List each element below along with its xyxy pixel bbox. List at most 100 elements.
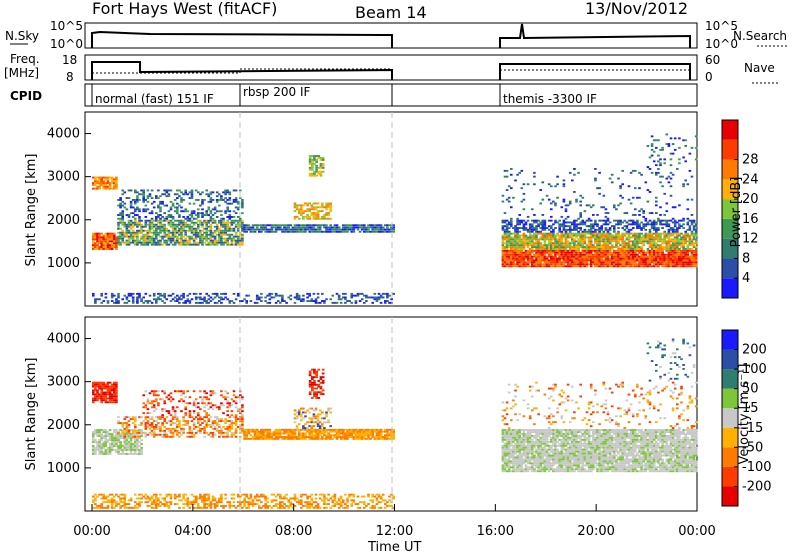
velocity-cell [182,427,185,430]
power-cell [629,240,633,243]
power-cell [388,301,391,304]
power-cell [652,223,656,226]
velocity-cell [102,447,106,449]
power-cell [152,237,156,240]
power-cell [671,248,675,250]
power-cell [575,251,578,254]
power-cell [503,255,507,258]
power-cell [621,255,624,258]
power-cell [562,249,566,252]
power-cell [613,225,616,228]
power-cell [663,240,666,243]
power-cell [152,200,156,203]
power-cell [646,200,650,203]
power-cell [657,154,660,157]
power-cell [592,230,595,233]
power-cell [694,146,698,149]
power-cell [585,251,589,254]
velocity-cell [165,396,169,399]
power-cell [106,236,110,239]
power-cell [644,240,648,243]
power-cell [560,232,564,235]
power-cell [287,230,290,233]
power-cell [358,224,362,227]
power-cell [541,228,545,231]
velocity-cell [232,416,236,419]
power-cell [184,225,187,228]
velocity-cell [266,434,269,437]
power-cell [684,242,687,245]
power-cell [318,210,322,213]
velocity-cell [171,418,175,420]
power-cell [581,259,585,262]
power-cell [533,263,536,266]
power-cell [127,241,131,244]
power-cell [606,238,610,241]
power-cell [94,246,97,248]
velocity-cell [213,416,217,419]
power-cell [543,253,547,256]
power-cell [312,217,316,220]
velocity-cell [140,424,143,426]
power-cell [178,221,181,224]
power-cell [634,236,637,239]
power-cell [596,261,599,264]
power-cell [228,202,232,205]
power-cell [327,226,330,229]
power-cell [134,199,137,201]
power-cell [140,237,143,240]
power-cell [232,219,236,222]
power-cell [550,232,553,235]
velocity-cell [100,429,103,431]
power-cell [165,195,169,198]
power-cell [522,198,526,201]
power-cell [331,294,335,297]
power-cell [692,263,696,266]
velocity-cell [186,402,190,405]
power-cell [524,223,528,226]
power-cell [638,223,641,226]
velocity-cell [226,396,229,399]
power-cell [619,263,622,266]
power-cell [613,263,616,266]
power-cell [144,292,148,295]
power-cell [564,204,568,207]
power-cell [539,221,542,224]
velocity-cell [125,447,129,449]
power-cell [323,217,326,220]
power-cell [131,292,135,295]
power-cell [163,227,166,230]
velocity-cell [129,447,133,449]
power-cell [564,244,568,247]
power-cell [682,251,685,254]
power-cell [592,225,595,228]
power-cell [106,185,110,188]
power-cell [241,223,244,226]
power-cell [673,238,677,241]
power-cell [272,296,276,299]
velocity-cell [222,435,225,438]
power-cell [102,187,106,190]
power-cell [623,261,627,264]
velocity-cell [138,424,141,426]
power-cell [131,300,135,302]
power-cell [228,229,232,232]
power-cell [646,263,650,266]
power-cell [96,240,99,243]
power-cell [541,232,545,235]
power-cell [554,204,557,207]
power-cell [547,259,551,262]
power-cell [161,202,164,205]
velocity-cell [131,445,135,447]
power-cell [547,249,551,252]
velocity-cell [98,429,101,431]
power-cell [381,226,385,229]
power-colorbar-swatch [722,218,738,239]
power-cell [690,230,694,233]
power-cell [173,225,177,228]
power-cell [594,263,597,266]
power-cell [308,163,312,165]
power-cell [652,249,656,252]
power-cell [377,228,381,231]
power-cell [652,221,656,224]
